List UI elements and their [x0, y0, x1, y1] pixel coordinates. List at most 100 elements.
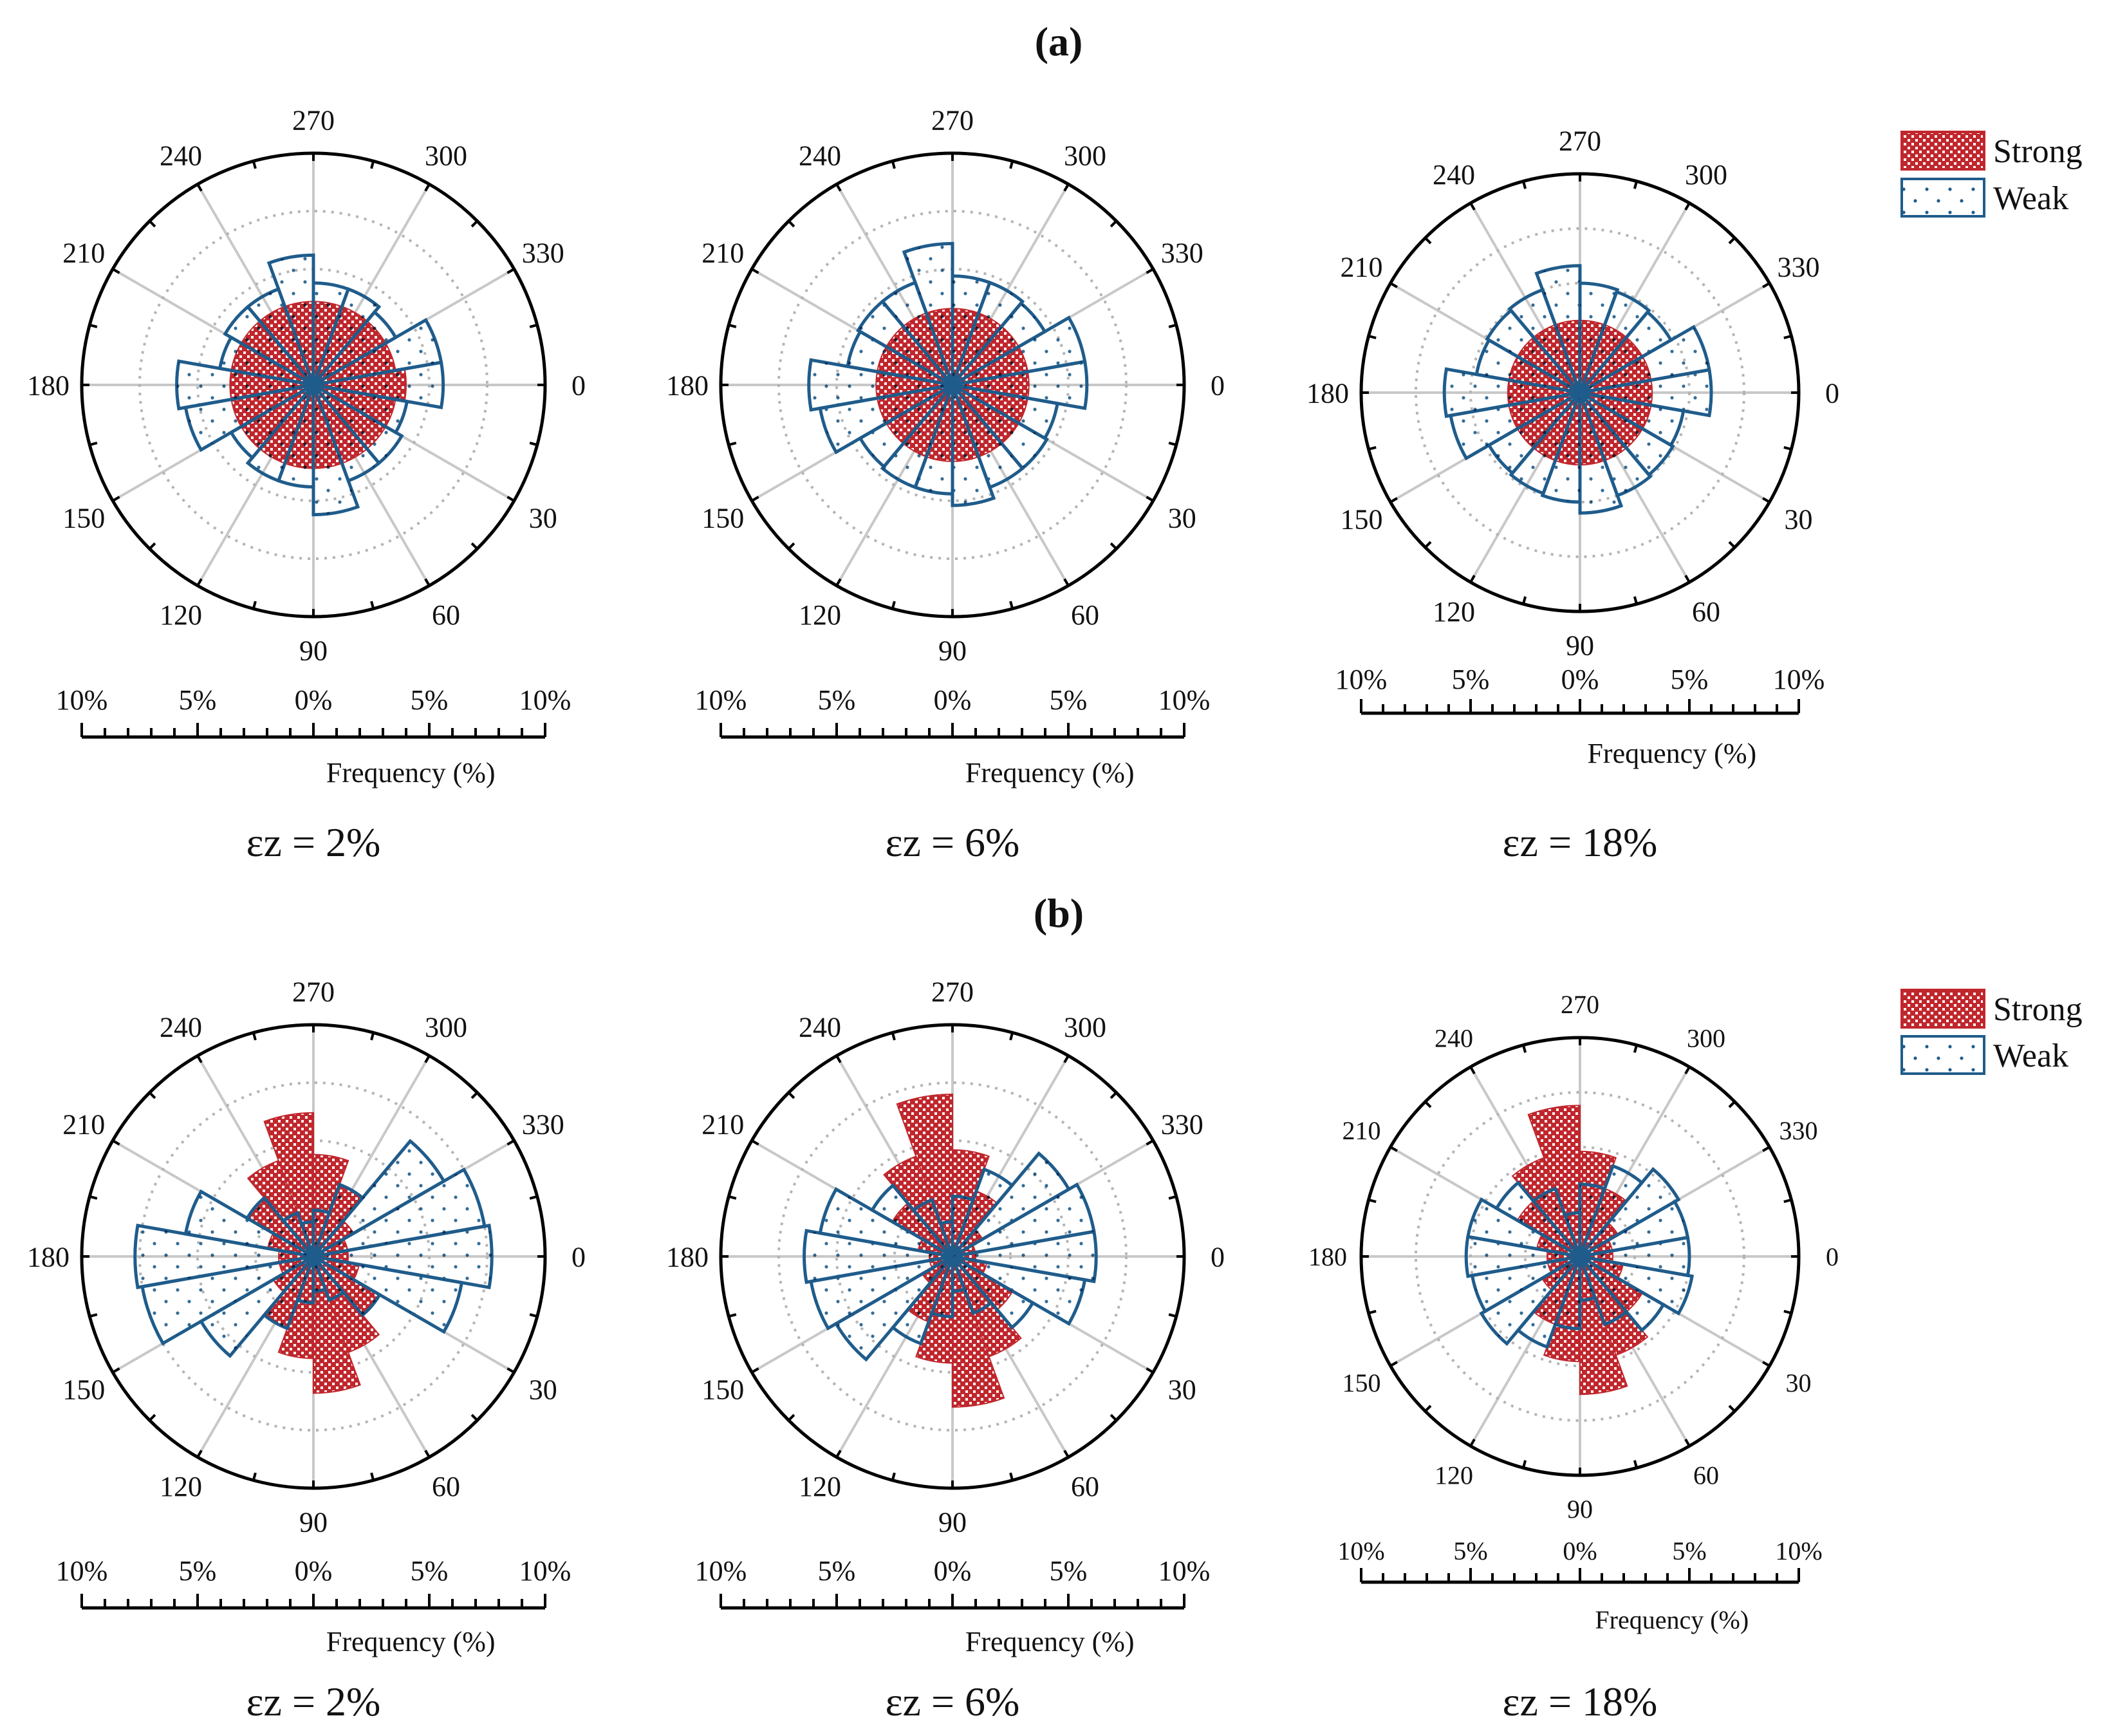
- legend-b: Strong Weak: [1900, 989, 2083, 1075]
- scale-label-0: 0%: [1561, 664, 1599, 695]
- angular-tick: [470, 1414, 478, 1421]
- angular-tick: [1009, 1472, 1014, 1481]
- weak-sector-fill: [313, 1256, 380, 1316]
- angular-tick: [506, 496, 515, 502]
- weak-sector-fill: [1580, 1166, 1642, 1256]
- angular-tick: [1009, 160, 1014, 169]
- angular-tick: [1762, 497, 1770, 503]
- angle-label: 270: [1561, 990, 1599, 1019]
- weak-sector-fill: [952, 317, 1085, 385]
- weak-sector-fill: [1580, 1202, 1688, 1256]
- angle-label: 120: [160, 1471, 202, 1502]
- scale-label-5: 5%: [1050, 684, 1088, 716]
- angular-tick: [751, 268, 759, 274]
- angle-label: 210: [1342, 1116, 1381, 1145]
- angle-label: 150: [62, 502, 105, 534]
- angular-tick: [1110, 220, 1117, 228]
- angular-tick: [1110, 1092, 1117, 1099]
- chart-caption: εz = 18%: [1503, 819, 1658, 865]
- angle-label: 150: [701, 1374, 744, 1405]
- angle-label: 120: [799, 1471, 841, 1502]
- radial-gridline: [1415, 227, 1745, 558]
- weak-sector-fill: [1580, 1256, 1693, 1314]
- scale-xlabel: Frequency (%): [965, 757, 1135, 789]
- angle-label: 210: [701, 237, 744, 268]
- rose-chart-1: 0 30 60 90 120 150 180 210 240 270 300 330 10% 5% 0% 5%…: [27, 104, 586, 865]
- weak-sector-fill: [1509, 290, 1580, 393]
- weak-sector-fill: [313, 1256, 462, 1332]
- angle-label: 90: [938, 635, 967, 666]
- weak-sector-fill: [1580, 369, 1711, 416]
- weak-sector-fill: [808, 360, 952, 410]
- chart-caption: εz = 6%: [886, 819, 1020, 865]
- scale-label-0: 0%: [295, 1555, 333, 1587]
- weak-sector-fill: [225, 306, 313, 385]
- weak-sector-fill: [1580, 292, 1649, 393]
- angular-tick: [788, 220, 795, 228]
- weak-sector-fill: [1580, 1256, 1627, 1325]
- angular-tick: [370, 1472, 375, 1481]
- weak-sector-fill: [820, 1189, 952, 1256]
- angle-label: 120: [160, 599, 202, 631]
- scale-label-0: 0%: [1563, 1536, 1597, 1565]
- angle-label: 300: [425, 140, 467, 172]
- angle-label: 330: [522, 1108, 564, 1140]
- weak-sector-fill: [1444, 369, 1580, 416]
- angular-tick: [470, 542, 478, 550]
- angular-tick: [1684, 1439, 1691, 1447]
- weak-sector-fill: [313, 1225, 492, 1288]
- angular-tick: [1783, 1199, 1792, 1204]
- angular-tick: [1783, 335, 1792, 340]
- angle-label: 30: [1168, 1374, 1196, 1405]
- angular-tick: [835, 578, 842, 586]
- weak-sector-fill: [952, 385, 994, 506]
- weak-sector-fill: [1533, 1188, 1580, 1256]
- angular-tick: [470, 220, 478, 228]
- angle-label: 270: [292, 104, 335, 136]
- angle-label: 180: [27, 1241, 70, 1273]
- weak-sector-fill: [952, 385, 1023, 487]
- angular-tick: [1684, 1066, 1691, 1074]
- angle-label: 60: [1693, 1461, 1719, 1489]
- chart-caption: εz = 18%: [1503, 1679, 1658, 1724]
- weak-sector-fill: [313, 1256, 344, 1300]
- angular-tick: [149, 1092, 156, 1099]
- weak-sector-fill: [804, 1230, 952, 1283]
- angular-tick: [424, 1450, 431, 1458]
- angle-label: 30: [1168, 502, 1196, 534]
- angular-tick: [112, 1367, 120, 1374]
- angle-label: 30: [1784, 503, 1812, 535]
- angle-label: 330: [522, 237, 564, 268]
- angular-tick: [1633, 1045, 1638, 1053]
- angle-label: 0: [571, 1241, 586, 1273]
- angle-label: 210: [1341, 251, 1383, 283]
- weak-sector-fill: [882, 283, 952, 385]
- angular-tick: [1009, 1032, 1014, 1041]
- angular-tick: [1469, 1439, 1476, 1447]
- angle-label: 300: [1687, 1024, 1725, 1053]
- weak-sector-fill: [313, 1170, 485, 1256]
- scale-label-10: 10%: [1773, 664, 1825, 695]
- scale-xlabel: Frequency (%): [1587, 738, 1756, 769]
- weak-sector-fill: [952, 385, 1047, 469]
- scale-label-10: 10%: [695, 1555, 747, 1587]
- angle-label: 0: [1826, 1242, 1839, 1271]
- weak-sector-fill: [820, 385, 952, 453]
- weak-sector-fill: [860, 385, 952, 467]
- weak-sector-fill: [952, 1256, 992, 1313]
- angle-label: 30: [529, 502, 557, 534]
- angular-tick: [728, 442, 737, 447]
- angular-tick: [1469, 575, 1476, 583]
- angle-label: 240: [799, 140, 841, 172]
- angle-label: 0: [1825, 377, 1839, 409]
- angle-label: 270: [931, 104, 974, 136]
- angular-tick: [1368, 335, 1377, 340]
- weak-sector-fill: [858, 301, 952, 385]
- angle-label: 90: [1566, 630, 1594, 661]
- angular-tick: [1522, 596, 1527, 604]
- legend-weak-swatch: [1900, 1035, 1985, 1075]
- weak-sector-fill: [1466, 1237, 1580, 1276]
- weak-sector-fill: [1496, 1182, 1580, 1256]
- angular-tick: [1469, 202, 1476, 210]
